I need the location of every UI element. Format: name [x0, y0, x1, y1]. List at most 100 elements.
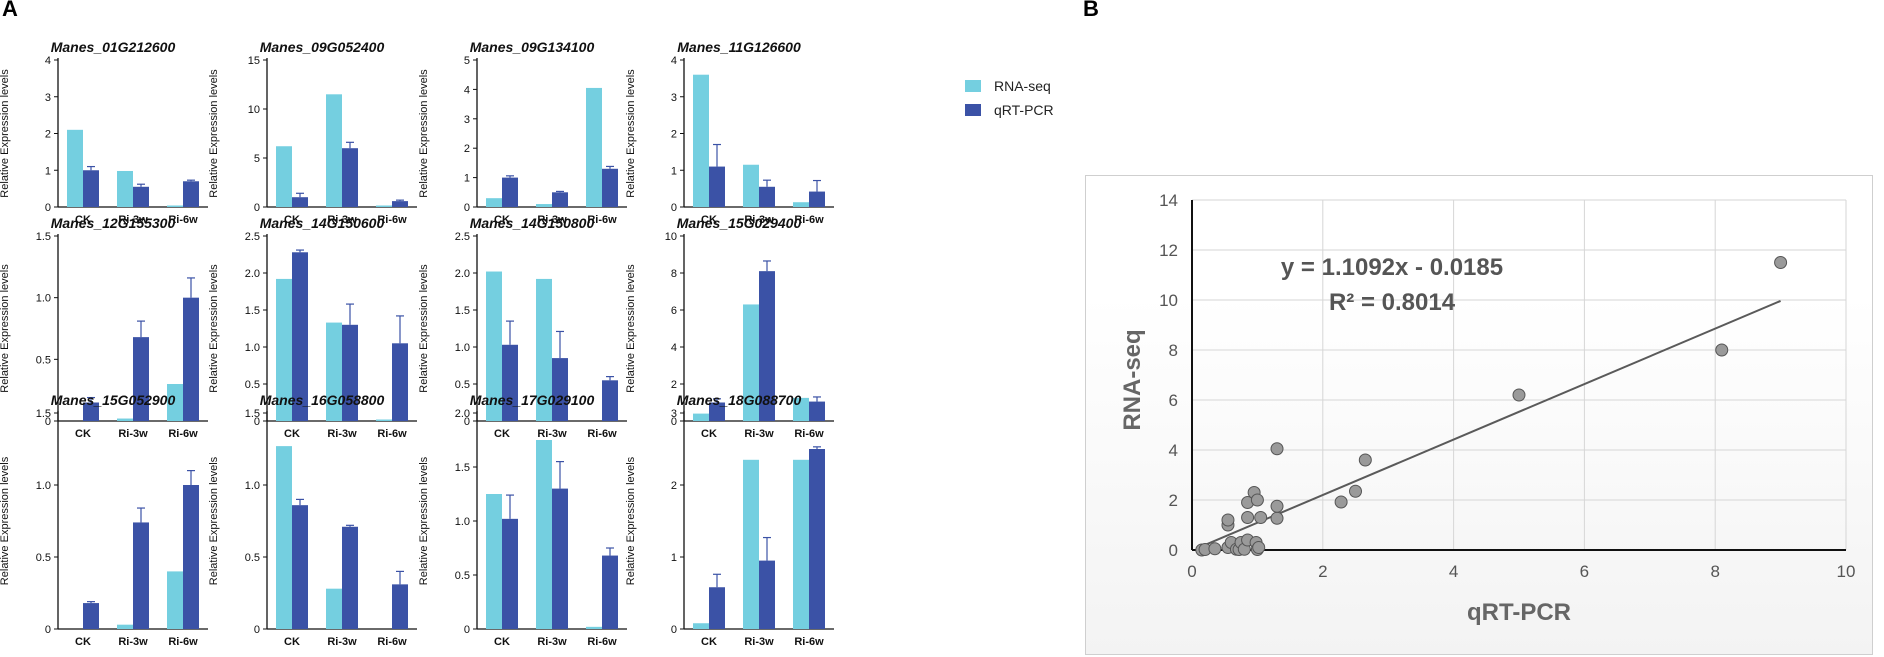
- bar-qrtpcr: [83, 402, 99, 421]
- y-tick-label: 15: [248, 55, 260, 67]
- y-tick-label: 0: [254, 416, 260, 428]
- y-tick-label: 1.5: [455, 305, 470, 317]
- bar-rnaseq: [743, 164, 759, 207]
- y-tick-label: 0: [671, 416, 677, 428]
- bar-chart: Manes_15G052900 Relative Expression level…: [0, 392, 208, 648]
- x-tick-label: Ri-6w: [794, 636, 824, 648]
- bar-chart: Manes_18G088700 Relative Expression level…: [625, 392, 834, 648]
- y-tick-label: 4: [464, 84, 470, 96]
- bar-chart: Manes_17G029100 Relative Expression level…: [418, 392, 627, 648]
- data-point: [1208, 542, 1222, 556]
- x-tick-label: CK: [284, 428, 300, 440]
- bar-rnaseq: [486, 198, 502, 207]
- bar-qrtpcr: [809, 449, 825, 629]
- bar-rnaseq: [276, 146, 292, 207]
- y-tick-label: 0.5: [36, 552, 51, 564]
- y-tick-label: 10: [1159, 291, 1178, 310]
- bar-qrtpcr: [759, 271, 775, 421]
- y-tick-label: 1.5: [36, 408, 51, 420]
- bar-rnaseq: [743, 459, 759, 629]
- x-tick-label: 8: [1710, 562, 1719, 581]
- bar-qrtpcr: [392, 584, 408, 629]
- x-tick-label: Ri-3w: [744, 636, 774, 648]
- data-point: [1252, 541, 1266, 554]
- scatter-panel-background: [1085, 175, 1873, 655]
- bar-rnaseq: [586, 87, 602, 207]
- x-tick-label: Ri-3w: [327, 636, 357, 648]
- y-tick-label: 1: [671, 552, 677, 564]
- data-point: [1250, 493, 1264, 507]
- chart-title: Manes_12G155300: [51, 215, 176, 231]
- bar-qrtpcr: [809, 401, 825, 421]
- y-tick-label: 0.5: [245, 552, 260, 564]
- y-axis-label: Relative Expression levels: [625, 69, 637, 198]
- y-tick-label: 1.0: [36, 480, 51, 492]
- x-tick-label: Ri-6w: [168, 428, 198, 440]
- bar-qrtpcr: [502, 344, 518, 421]
- y-tick-label: 2.0: [245, 268, 260, 280]
- chart-title: Manes_11G126600: [677, 39, 801, 55]
- y-tick-label: 0: [671, 202, 677, 214]
- x-tick-label: Ri-3w: [327, 428, 357, 440]
- y-tick-label: 2: [671, 480, 677, 492]
- bar-qrtpcr: [552, 192, 568, 207]
- y-tick-label: 8: [671, 268, 677, 280]
- x-axis-label: qRT-PCR: [1467, 599, 1571, 626]
- y-tick-label: 1.0: [245, 480, 260, 492]
- y-tick-label: 8: [1169, 341, 1178, 360]
- x-tick-label: CK: [284, 214, 300, 226]
- y-tick-label: 2.0: [455, 268, 470, 280]
- x-tick-label: Ri-3w: [537, 214, 567, 226]
- y-tick-label: 1.5: [36, 231, 51, 243]
- bar-rnaseq: [117, 624, 133, 629]
- bar-qrtpcr: [709, 402, 725, 421]
- bar-chart: Manes_16G058800 Relative Expression level…: [208, 392, 417, 648]
- x-tick-label: Ri-6w: [168, 636, 198, 648]
- y-axis-label: Relative Expression levels: [208, 456, 220, 585]
- trendline-equation: y = 1.1092x - 0.0185: [1281, 254, 1503, 281]
- data-point: [1715, 343, 1729, 357]
- y-tick-label: 10: [665, 231, 677, 243]
- x-tick-label: CK: [701, 428, 717, 440]
- x-tick-label: CK: [701, 214, 717, 226]
- y-tick-label: 0.5: [36, 354, 51, 366]
- bar-rnaseq: [326, 322, 342, 421]
- trendline: [1201, 299, 1781, 548]
- y-tick-label: 1.0: [245, 342, 260, 354]
- y-tick-label: 1.0: [455, 342, 470, 354]
- y-tick-label: 0: [464, 624, 470, 636]
- data-point: [1270, 499, 1284, 513]
- y-tick-label: 3: [45, 92, 51, 104]
- bar-qrtpcr: [502, 177, 518, 207]
- bar-qrtpcr: [602, 380, 618, 421]
- y-tick-label: 2.5: [455, 231, 470, 243]
- x-tick-label: Ri-3w: [327, 214, 357, 226]
- bar-qrtpcr: [392, 343, 408, 421]
- x-tick-label: CK: [494, 428, 510, 440]
- bar-qrtpcr: [183, 485, 199, 629]
- x-tick-label: 4: [1449, 562, 1458, 581]
- bar-qrtpcr: [392, 201, 408, 207]
- x-tick-label: Ri-3w: [118, 636, 148, 648]
- y-tick-label: 1: [45, 165, 51, 177]
- bar-rnaseq: [167, 205, 183, 207]
- y-tick-label: 1: [464, 173, 470, 185]
- y-tick-label: 0: [1169, 541, 1178, 560]
- bar-rnaseq: [743, 304, 759, 421]
- bar-rnaseq: [167, 384, 183, 421]
- bar-qrtpcr: [552, 488, 568, 629]
- bar-qrtpcr: [83, 170, 99, 207]
- bar-rnaseq: [67, 129, 83, 207]
- y-tick-label: 3: [671, 92, 677, 104]
- data-point: [1334, 495, 1348, 509]
- y-tick-label: 1.5: [245, 408, 260, 420]
- x-tick-label: 10: [1837, 562, 1856, 581]
- y-tick-label: 0: [254, 624, 260, 636]
- y-tick-label: 0.5: [455, 570, 470, 582]
- bar-qrtpcr: [133, 186, 149, 207]
- bar-qrtpcr: [502, 518, 518, 629]
- bar-qrtpcr: [133, 522, 149, 629]
- data-point: [1512, 388, 1526, 402]
- bar-chart: Manes_14G150600 Relative Expression level…: [208, 215, 417, 440]
